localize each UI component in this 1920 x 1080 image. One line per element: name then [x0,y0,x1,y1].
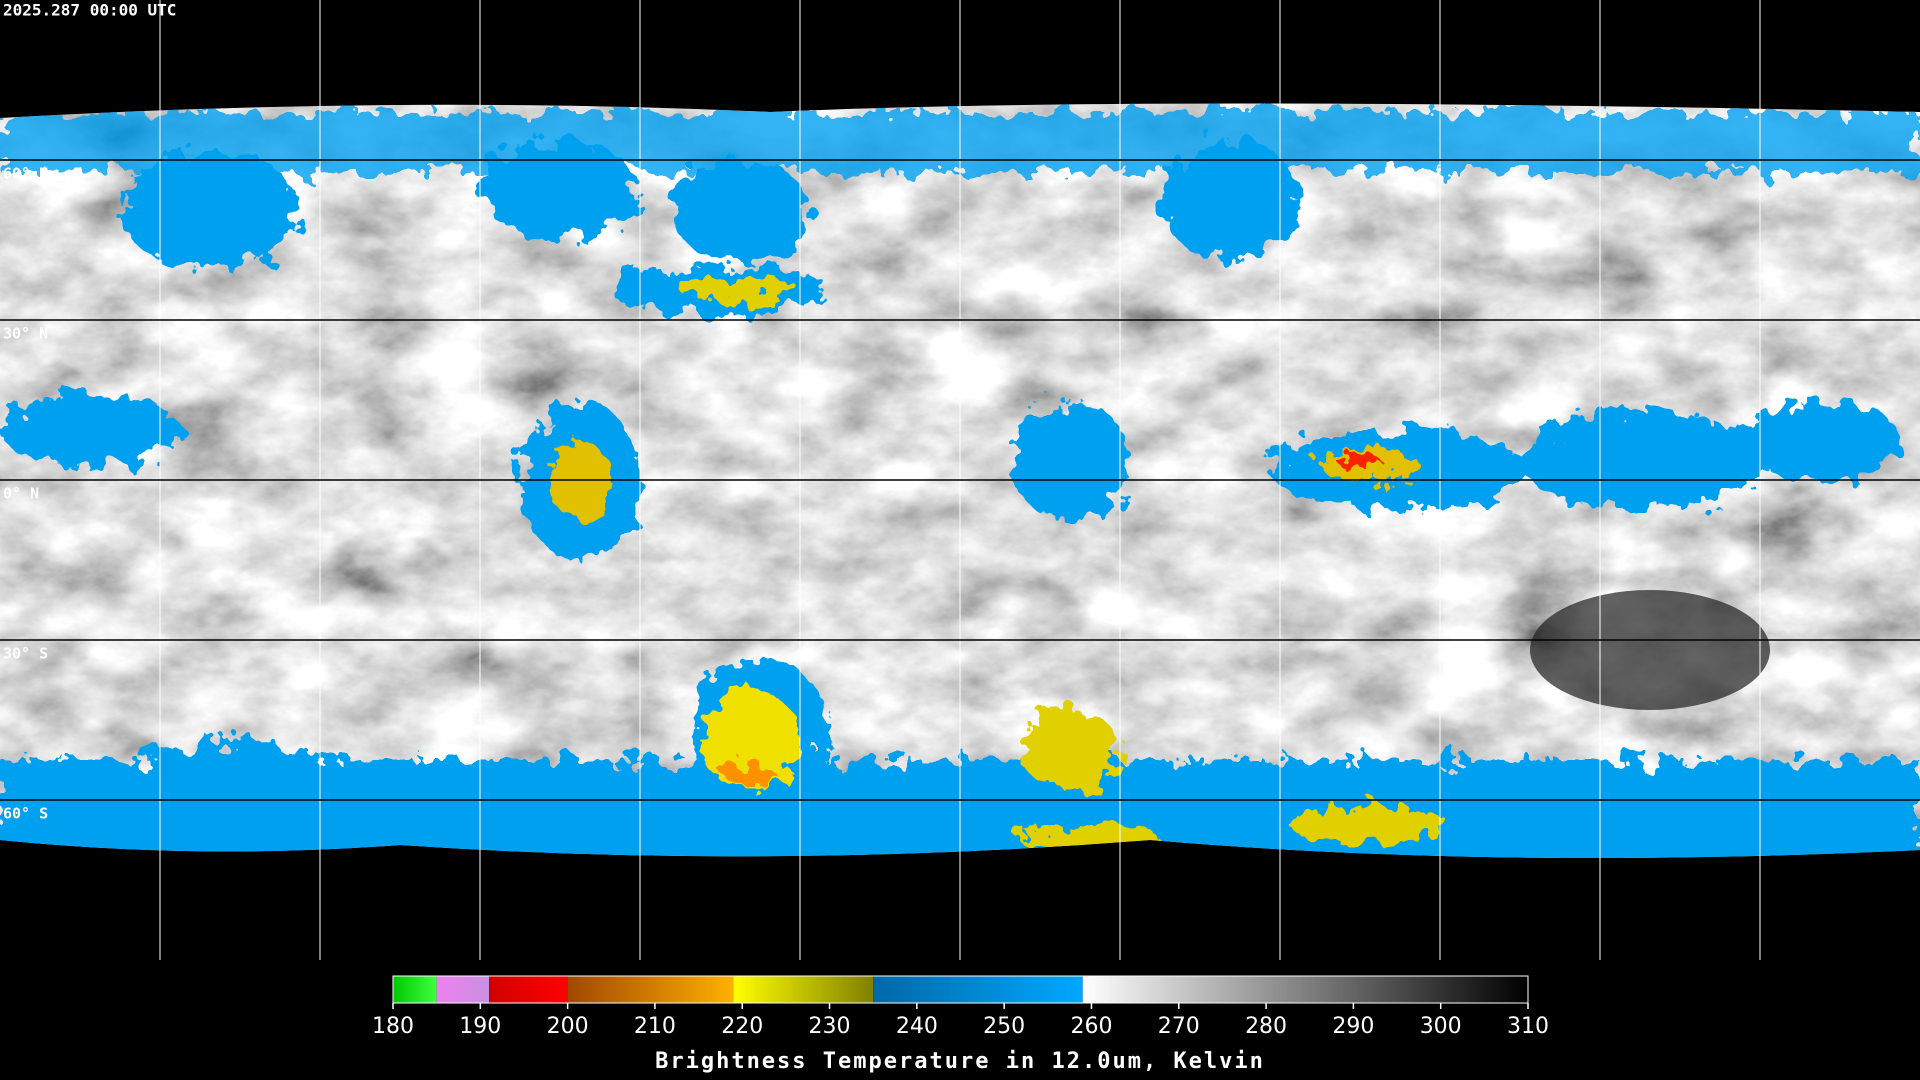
colorbar-tick-label: 200 [547,1014,589,1039]
colorbar-segment [1082,976,1528,1003]
colorbar-segment [436,976,490,1003]
colorbar-tick-label: 180 [372,1014,414,1039]
colorbar-tick-label: 280 [1245,1014,1287,1039]
colorbar-tick-label: 290 [1332,1014,1374,1039]
latitude-label: 30° S [3,645,48,663]
timestamp: 2025.287 00:00 UTC [3,1,176,20]
colorbar-segment [393,976,437,1003]
colorbar-segment [873,976,1083,1003]
colorbar-segment [489,976,568,1003]
colorbar-tick-label: 210 [634,1014,676,1039]
australia [1530,590,1770,710]
colorbar-title: Brightness Temperature in 12.0um, Kelvin [655,1049,1265,1074]
colorbar-tick-label: 240 [896,1014,938,1039]
colorbar-tick-label: 220 [721,1014,763,1039]
colorbar-tick-label: 300 [1420,1014,1462,1039]
colorbar-tick-label: 230 [809,1014,851,1039]
colorbar-segment [733,976,874,1003]
colorbar-tick-label: 190 [459,1014,501,1039]
colorbar-tick-label: 250 [983,1014,1025,1039]
colorbar-segment [567,976,734,1003]
latitude-label: 0° N [3,485,39,503]
latitude-label: 30° N [3,325,48,343]
latitude-label: 60° N [3,165,48,183]
latitude-label: 60° S [3,805,48,823]
colorbar-tick-label: 310 [1507,1014,1549,1039]
colorbar-frame [392,975,1529,1004]
colorbar-tick-label: 270 [1158,1014,1200,1039]
colorbar-tick-label: 260 [1070,1014,1112,1039]
